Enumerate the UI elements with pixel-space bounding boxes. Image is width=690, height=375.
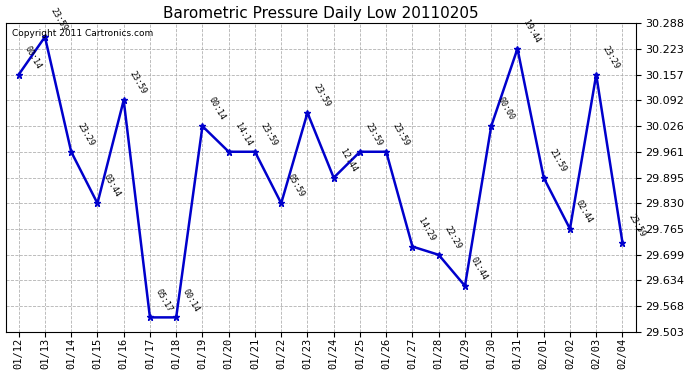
Text: Copyright 2011 Cartronics.com: Copyright 2011 Cartronics.com xyxy=(12,29,153,38)
Text: 05:59: 05:59 xyxy=(286,173,306,199)
Text: 03:44: 03:44 xyxy=(101,173,122,199)
Text: 23:29: 23:29 xyxy=(75,122,96,148)
Text: 23:59: 23:59 xyxy=(627,212,647,238)
Text: 23:59: 23:59 xyxy=(312,82,332,109)
Text: 23:59: 23:59 xyxy=(49,7,70,33)
Text: 22:29: 22:29 xyxy=(443,225,463,251)
Text: 21:59: 21:59 xyxy=(548,147,568,174)
Text: 00:14: 00:14 xyxy=(180,287,201,313)
Text: 00:14: 00:14 xyxy=(23,44,43,70)
Text: 12:44: 12:44 xyxy=(338,147,358,174)
Text: 23:59: 23:59 xyxy=(259,122,279,148)
Text: 02:44: 02:44 xyxy=(574,198,594,225)
Text: 23:29: 23:29 xyxy=(600,44,621,70)
Text: 05:17: 05:17 xyxy=(154,287,175,313)
Text: 19:44: 19:44 xyxy=(522,18,542,45)
Text: 01:44: 01:44 xyxy=(469,256,489,282)
Text: 14:29: 14:29 xyxy=(417,216,437,242)
Text: 23:59: 23:59 xyxy=(391,122,411,148)
Text: 00:14: 00:14 xyxy=(206,96,227,122)
Text: 14:14: 14:14 xyxy=(233,122,253,148)
Text: 23:59: 23:59 xyxy=(364,122,384,148)
Text: 23:59: 23:59 xyxy=(128,70,148,96)
Text: 00:00: 00:00 xyxy=(495,96,515,122)
Title: Barometric Pressure Daily Low 20110205: Barometric Pressure Daily Low 20110205 xyxy=(163,6,478,21)
